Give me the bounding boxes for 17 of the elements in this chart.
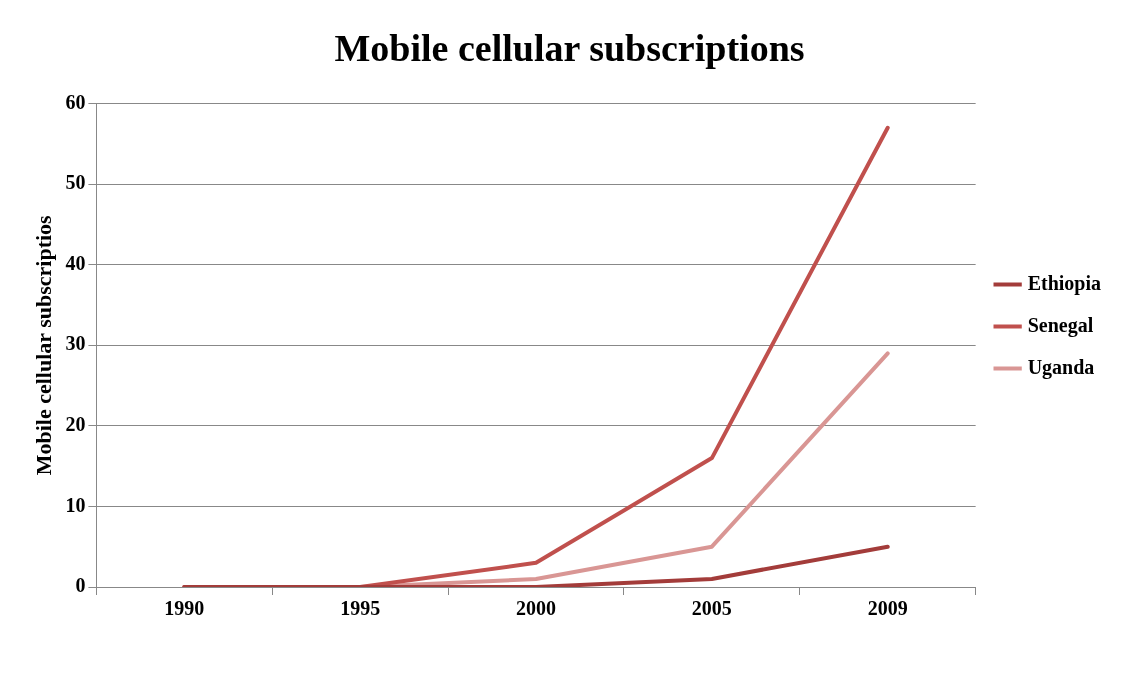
y-tick-label: 0 — [75, 574, 86, 597]
y-tick-label: 60 — [65, 90, 86, 113]
y-tick-label: 20 — [65, 413, 86, 436]
legend-label: Ethiopia — [1027, 271, 1101, 295]
x-tick-label: 2009 — [867, 597, 908, 620]
chart-title: Mobile cellular subscriptions — [334, 26, 805, 69]
y-tick-label: 30 — [65, 332, 86, 355]
y-tick-label: 40 — [65, 251, 86, 274]
y-axis-title: Mobile cellular subscriptios — [30, 214, 56, 476]
x-tick-label: 2000 — [516, 597, 557, 620]
y-tick-label: 10 — [65, 493, 86, 516]
x-tick-label: 1995 — [340, 597, 381, 620]
y-tick-label: 50 — [65, 171, 86, 194]
x-tick-label: 2005 — [691, 597, 732, 620]
legend-label: Senegal — [1027, 313, 1094, 337]
x-tick-label: 1990 — [164, 597, 205, 620]
legend-label: Uganda — [1027, 355, 1095, 379]
